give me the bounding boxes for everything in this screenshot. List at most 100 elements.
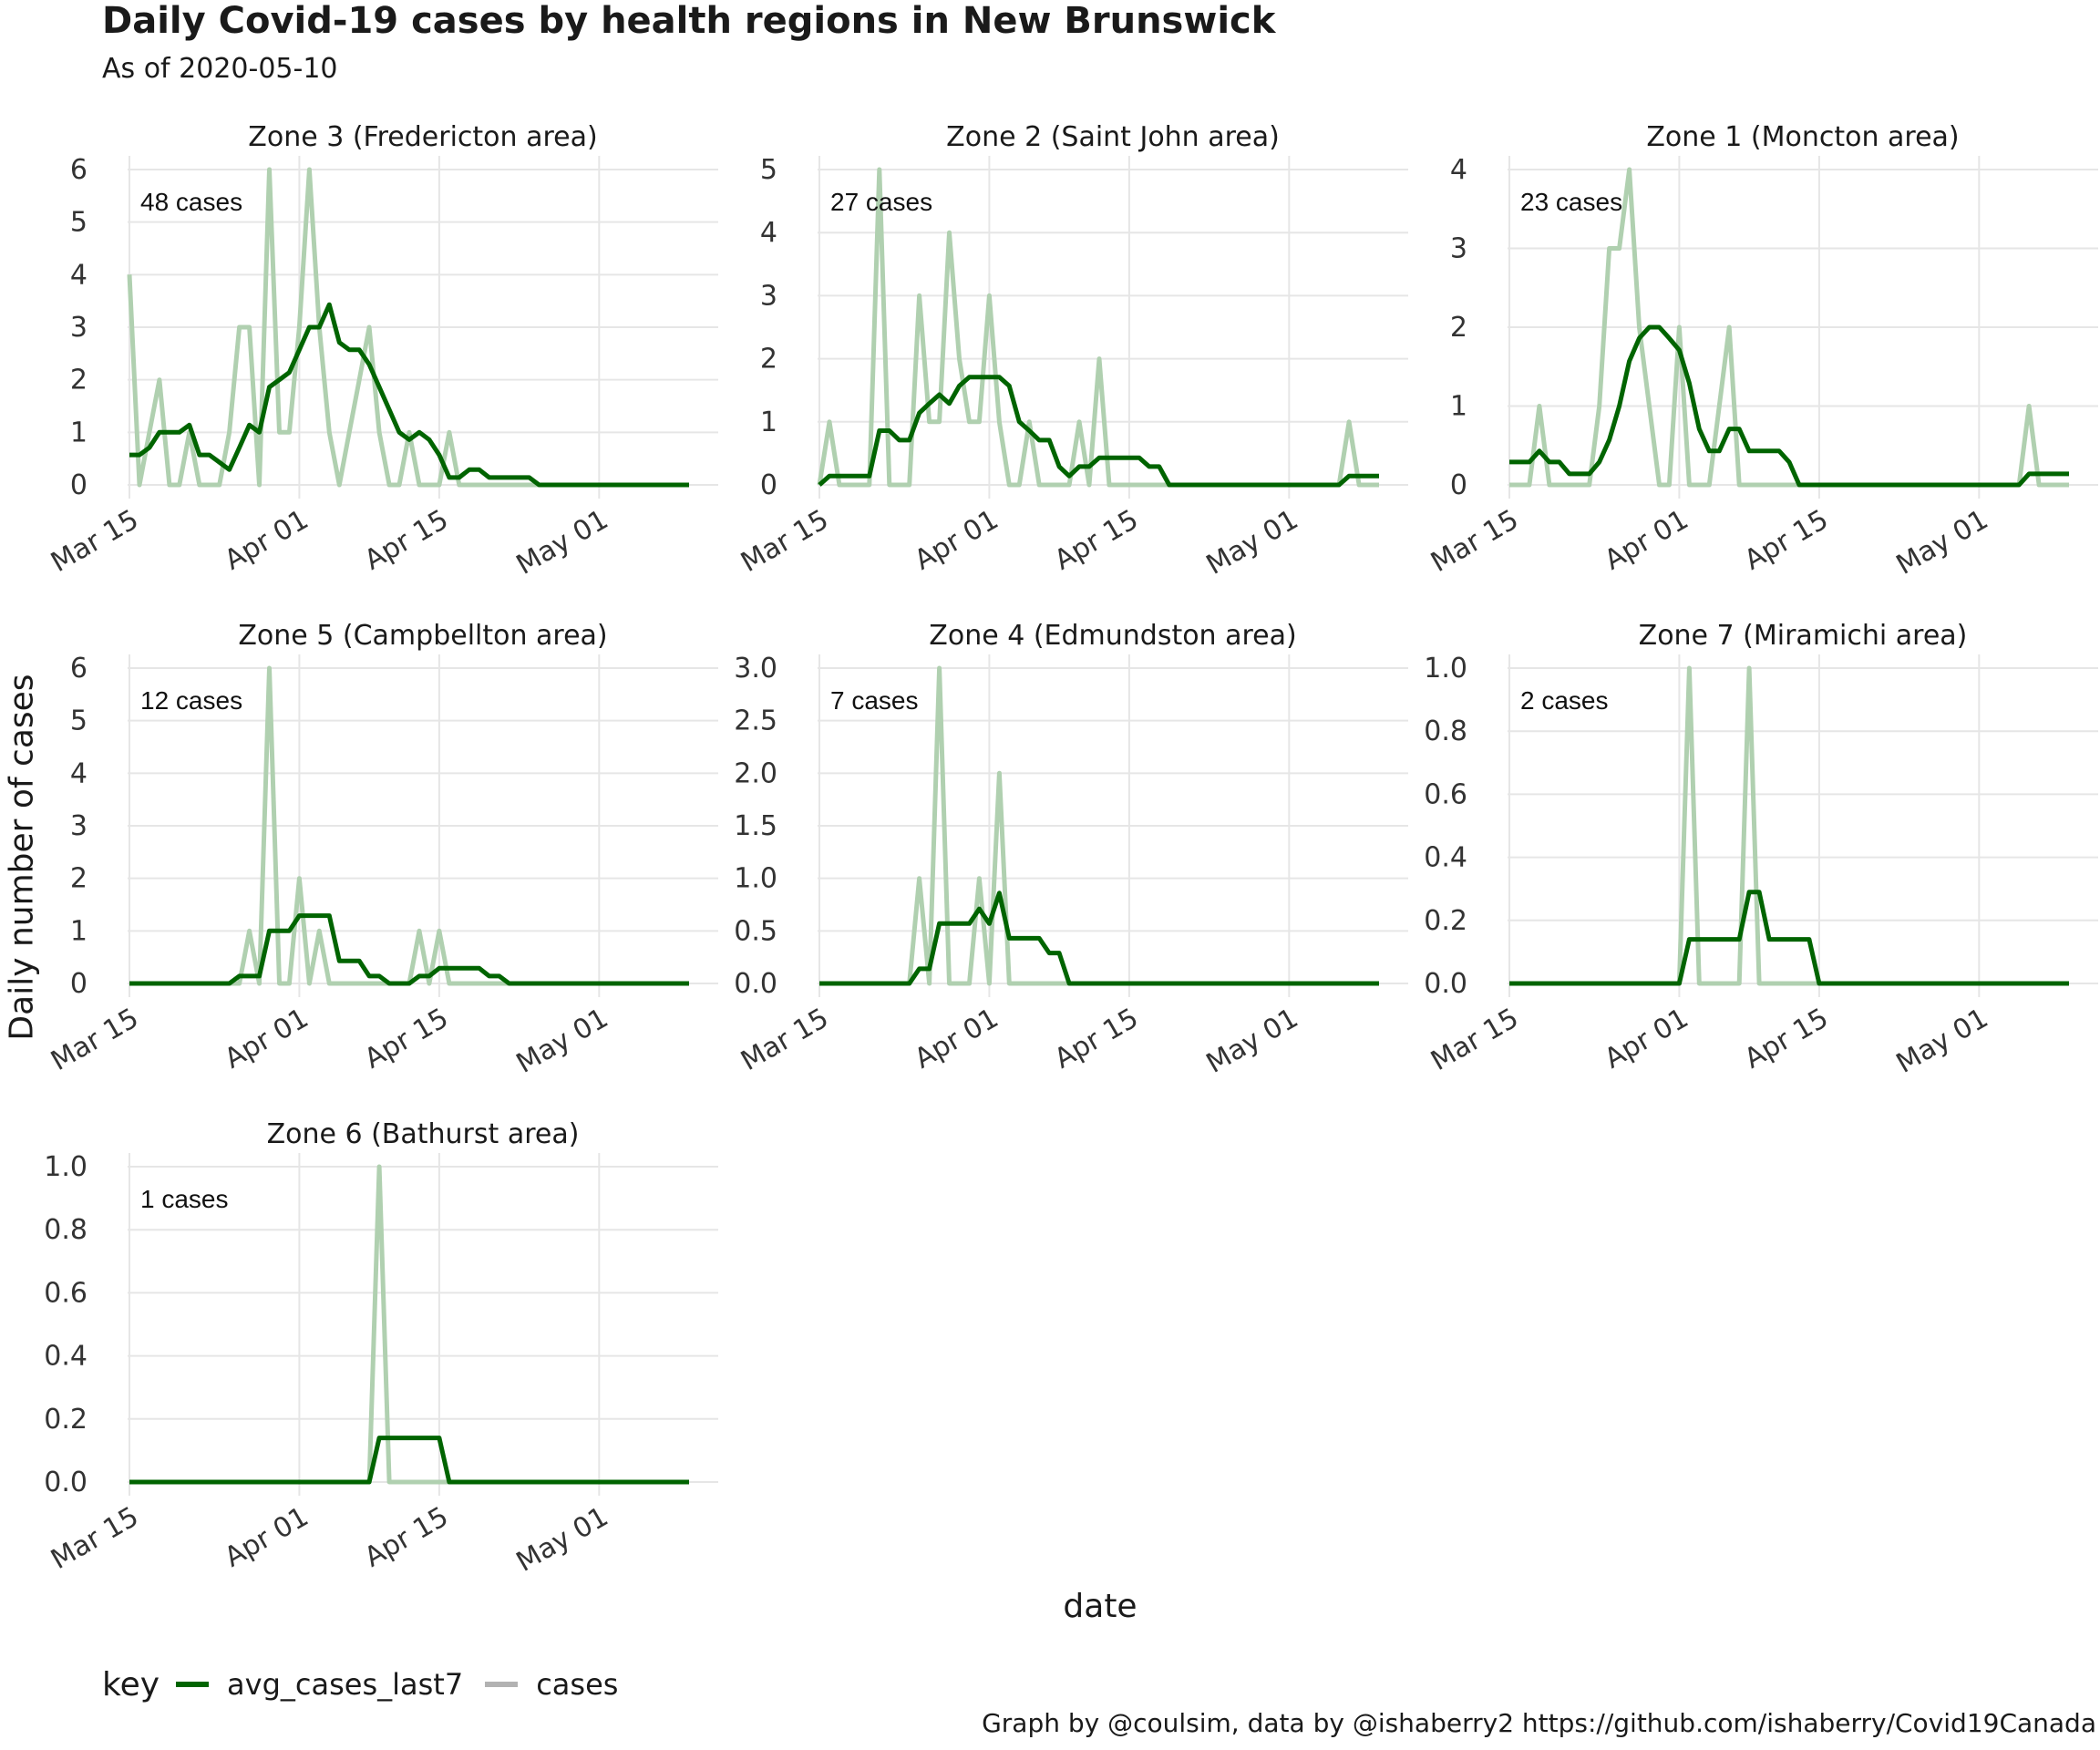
chart-title: Daily Covid-19 cases by health regions i… — [102, 0, 1276, 42]
y-tick-label: 0.4 — [44, 1341, 88, 1373]
x-tick-label: Apr 15 — [1739, 504, 1834, 577]
legend-label-avg: avg_cases_last7 — [227, 1667, 464, 1702]
x-tick-label: May 01 — [1201, 504, 1304, 582]
source-caption: Graph by @coulsim, data by @ishaberry2 h… — [982, 1708, 2096, 1738]
x-tick-label: Apr 15 — [1739, 1003, 1834, 1076]
y-tick-label: 5 — [70, 705, 88, 737]
total-cases-annotation: 1 cases — [140, 1185, 229, 1213]
x-tick-label: May 01 — [511, 504, 614, 582]
y-tick-label: 1.0 — [734, 863, 777, 895]
legend-swatch-avg — [176, 1682, 210, 1687]
x-tick-label: Apr 15 — [359, 1501, 454, 1574]
y-tick-label: 0.6 — [44, 1277, 88, 1309]
y-tick-label: 2 — [1450, 312, 1467, 344]
y-tick-label: 0.8 — [44, 1214, 88, 1246]
y-tick-label: 0.2 — [1424, 905, 1467, 937]
x-tick-label: Apr 15 — [1049, 504, 1144, 577]
x-tick-label: Apr 01 — [220, 504, 314, 577]
total-cases-annotation: 2 cases — [1520, 686, 1609, 715]
y-tick-label: 3 — [70, 810, 88, 842]
y-tick-label: 1 — [70, 915, 88, 947]
x-tick-label: Apr 01 — [220, 1003, 314, 1076]
chart-subtitle: As of 2020-05-10 — [102, 53, 338, 85]
y-tick-label: 1.0 — [1424, 653, 1467, 685]
x-tick-label: Mar 15 — [46, 1003, 144, 1077]
y-tick-label: 2 — [70, 863, 88, 895]
x-tick-label: Apr 01 — [910, 504, 1004, 577]
cases-series-line — [817, 167, 1379, 488]
x-tick-label: May 01 — [1891, 1003, 1994, 1080]
x-tick-label: May 01 — [511, 1003, 614, 1080]
x-tick-label: Apr 01 — [220, 1501, 314, 1574]
y-tick-label: 1 — [1450, 391, 1467, 423]
legend-swatch-cases — [485, 1682, 519, 1687]
cases-series-line — [1509, 665, 2069, 986]
legend-title: key — [102, 1665, 160, 1704]
y-tick-label: 4 — [70, 757, 88, 789]
y-tick-label: 2.5 — [734, 705, 777, 737]
x-tick-label: Mar 15 — [46, 504, 144, 579]
y-tick-label: 0 — [70, 968, 88, 1000]
avg-cases-series-line — [129, 1436, 689, 1485]
legend-label-cases: cases — [536, 1667, 619, 1702]
x-axis-label: date — [1063, 1588, 1138, 1625]
y-tick-label: 2 — [760, 344, 777, 376]
y-tick-label: 4 — [1450, 154, 1467, 186]
y-tick-label: 0.2 — [44, 1404, 88, 1436]
total-cases-annotation: 23 cases — [1520, 188, 1622, 216]
total-cases-annotation: 12 cases — [140, 686, 242, 715]
y-tick-label: 4 — [70, 259, 88, 291]
x-tick-label: Mar 15 — [46, 1501, 144, 1576]
total-cases-annotation: 27 cases — [830, 188, 932, 216]
x-tick-label: Apr 15 — [359, 1003, 454, 1076]
y-tick-label: 2.0 — [734, 757, 777, 789]
total-cases-annotation: 48 cases — [140, 188, 242, 216]
y-tick-label: 3 — [70, 312, 88, 344]
y-tick-label: 1.0 — [44, 1151, 88, 1183]
panel-title: Zone 4 (Edmundston area) — [929, 620, 1296, 652]
x-tick-label: May 01 — [1891, 504, 1994, 582]
y-tick-label: 6 — [70, 154, 88, 186]
x-tick-label: Apr 15 — [1049, 1003, 1144, 1076]
y-tick-label: 3.0 — [734, 653, 777, 685]
x-tick-label: Mar 15 — [1426, 504, 1524, 579]
panel-title: Zone 3 (Fredericton area) — [248, 121, 597, 153]
y-tick-label: 0.0 — [734, 968, 777, 1000]
panel-title: Zone 6 (Bathurst area) — [267, 1118, 580, 1150]
x-tick-label: Apr 01 — [1600, 504, 1694, 577]
y-tick-label: 0.6 — [1424, 778, 1467, 810]
y-tick-label: 1.5 — [734, 810, 777, 842]
y-tick-label: 3 — [1450, 233, 1467, 265]
x-tick-label: Mar 15 — [1426, 1003, 1524, 1077]
cases-series-line — [129, 1164, 689, 1485]
panel-title: Zone 5 (Campbellton area) — [238, 620, 607, 652]
y-tick-label: 3 — [760, 280, 777, 312]
y-tick-label: 2 — [70, 365, 88, 396]
y-tick-label: 6 — [70, 653, 88, 685]
y-tick-label: 0.0 — [44, 1467, 88, 1498]
x-tick-label: Mar 15 — [736, 504, 834, 579]
avg-cases-series-line — [818, 375, 1379, 488]
y-tick-label: 0.4 — [1424, 842, 1467, 874]
y-tick-label: 0.8 — [1424, 715, 1467, 747]
y-tick-label: 4 — [760, 217, 777, 249]
avg-cases-series-line — [129, 913, 689, 986]
y-tick-label: 0.0 — [1424, 968, 1467, 1000]
y-tick-label: 0.5 — [734, 915, 777, 947]
y-tick-label: 0 — [70, 469, 88, 501]
avg-cases-series-line — [1509, 324, 2069, 488]
y-tick-label: 5 — [760, 154, 777, 186]
x-tick-label: Apr 01 — [910, 1003, 1004, 1076]
x-tick-label: Mar 15 — [736, 1003, 834, 1077]
x-tick-label: May 01 — [511, 1501, 614, 1579]
x-tick-label: May 01 — [1201, 1003, 1304, 1080]
panel-title: Zone 7 (Miramichi area) — [1639, 620, 1968, 652]
y-tick-label: 1 — [70, 417, 88, 448]
panel-title: Zone 2 (Saint John area) — [946, 121, 1280, 153]
y-tick-label: 0 — [1450, 469, 1467, 501]
x-tick-label: Apr 15 — [359, 504, 454, 577]
total-cases-annotation: 7 cases — [830, 686, 919, 715]
panel-title: Zone 1 (Moncton area) — [1646, 121, 1959, 153]
y-tick-label: 5 — [70, 207, 88, 239]
avg-cases-series-line — [1509, 890, 2069, 986]
